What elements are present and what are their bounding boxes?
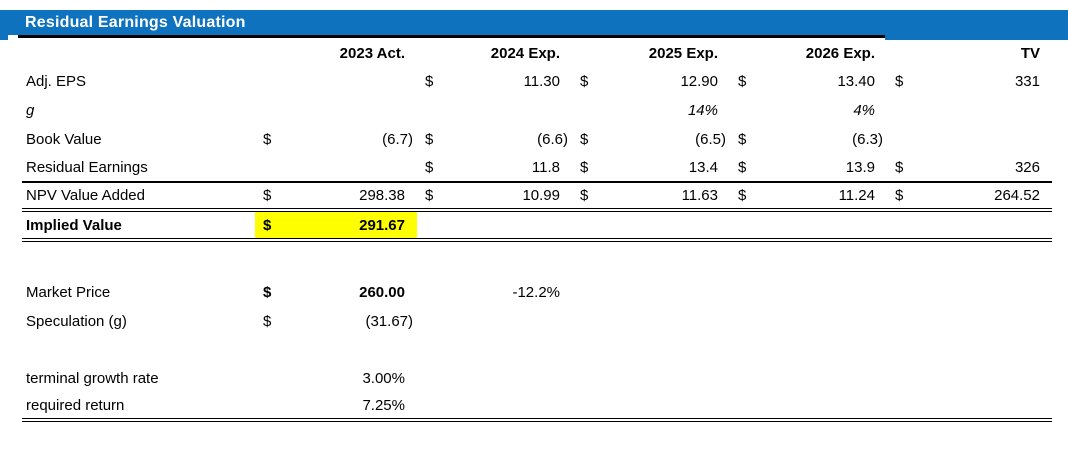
row-label-implied-value[interactable]: Implied Value <box>26 216 122 234</box>
cell-g-2024[interactable] <box>417 96 572 125</box>
cell-market-price-discount-pct[interactable]: -12.2% <box>512 284 560 301</box>
cell-speculation-2023[interactable]: $ (31.67) <box>263 313 413 330</box>
blank-row <box>22 336 1052 364</box>
cell-terminal-growth-2026[interactable] <box>730 364 887 393</box>
cell-speculation-tv[interactable] <box>887 307 1052 336</box>
cell-implied-value-2023-highlighted[interactable]: $291.67 <box>255 212 417 238</box>
cell-implied-value-tv[interactable] <box>887 212 1052 238</box>
cell-book-value-2024[interactable]: $ (6.6) <box>425 131 568 148</box>
table-row-adj-eps: Adj. EPS $11.30 $12.90 $13.40 $331 <box>22 67 1052 96</box>
cell-adj-eps-2026[interactable]: $13.40 <box>738 73 875 90</box>
cell-npv-2026[interactable]: $11.24 <box>738 187 875 204</box>
valuation-table: 2023 Act. 2024 Exp. 2025 Exp. 2026 Exp. … <box>22 40 1052 422</box>
row-label-residual-earnings[interactable]: Residual Earnings <box>26 159 148 176</box>
cell-required-return-tv[interactable] <box>887 393 1052 418</box>
residual-earnings-valuation-sheet: Residual Earnings Valuation 2023 Act. 20… <box>0 10 1068 422</box>
cell-book-value-tv[interactable] <box>887 125 1052 154</box>
cell-residual-earnings-2023[interactable] <box>255 154 417 181</box>
row-label-npv-value-added[interactable]: NPV Value Added <box>26 187 145 204</box>
cell-g-tv[interactable] <box>887 96 1052 125</box>
table-row-book-value: Book Value $ (6.7) $ (6.6) $ (6.5) $ (6.3) <box>22 125 1052 154</box>
title-cell[interactable]: Residual Earnings Valuation <box>0 10 1068 35</box>
cell-market-price-2023[interactable]: $260.00 <box>263 284 405 301</box>
cell-market-price-tv[interactable] <box>887 278 1052 307</box>
cell-residual-earnings-2024[interactable]: $11.8 <box>425 159 560 176</box>
cell-terminal-growth-rate-value[interactable]: 3.00% <box>362 370 405 387</box>
cell-residual-earnings-2025[interactable]: $13.4 <box>580 159 718 176</box>
table-row-speculation: Speculation (g) $ (31.67) <box>22 307 1052 336</box>
table-header-row: 2023 Act. 2024 Exp. 2025 Exp. 2026 Exp. … <box>22 40 1052 67</box>
cell-g-2025[interactable]: 14% <box>687 102 718 119</box>
cell-book-value-2023[interactable]: $ (6.7) <box>263 131 413 148</box>
cell-terminal-growth-2025[interactable] <box>572 364 730 393</box>
cell-speculation-2024[interactable] <box>417 307 572 336</box>
table-row-required-return: required return 7.25% <box>22 393 1052 422</box>
cell-adj-eps-tv[interactable]: $331 <box>895 73 1040 90</box>
header-2025[interactable]: 2025 Exp. <box>648 45 718 62</box>
row-label-book-value[interactable]: Book Value <box>26 131 102 148</box>
cell-required-return-2026[interactable] <box>730 393 887 418</box>
cell-g-2023[interactable] <box>255 96 417 125</box>
table-row-npv-value-added: NPV Value Added $298.38 $10.99 $11.63 $1… <box>22 183 1052 212</box>
cell-book-value-2026[interactable]: $ (6.3) <box>738 131 883 148</box>
table-row-residual-earnings: Residual Earnings $11.8 $13.4 $13.9 $326 <box>22 154 1052 183</box>
cell-market-price-2026[interactable] <box>730 278 887 307</box>
cell-adj-eps-2025[interactable]: $12.90 <box>580 73 718 90</box>
header-tv[interactable]: TV <box>1020 45 1040 62</box>
row-label-adj-eps[interactable]: Adj. EPS <box>26 73 87 90</box>
cell-speculation-2025[interactable] <box>572 307 730 336</box>
header-2026[interactable]: 2026 Exp. <box>805 45 875 62</box>
cell-book-value-2025[interactable]: $ (6.5) <box>580 131 726 148</box>
table-row-g: g 14% 4% <box>22 96 1052 125</box>
title-underline <box>18 35 885 38</box>
table-row-implied-value: Implied Value $291.67 <box>22 212 1052 242</box>
table-row-terminal-growth-rate: terminal growth rate 3.00% <box>22 364 1052 393</box>
cell-terminal-growth-2024[interactable] <box>417 364 572 393</box>
cell-implied-value-2024[interactable] <box>417 212 572 238</box>
header-2024[interactable]: 2024 Exp. <box>490 45 560 62</box>
cell-g-2026[interactable]: 4% <box>853 102 875 119</box>
cell-adj-eps-2023[interactable] <box>255 67 417 96</box>
cell-residual-earnings-tv[interactable]: $326 <box>895 159 1040 176</box>
blank-row <box>22 242 1052 278</box>
cell-npv-2024[interactable]: $10.99 <box>425 187 560 204</box>
cell-market-price-2025[interactable] <box>572 278 730 307</box>
cell-speculation-2026[interactable] <box>730 307 887 336</box>
row-label-market-price[interactable]: Market Price <box>26 284 111 301</box>
row-label-g[interactable]: g <box>26 102 35 119</box>
row-label-required-return[interactable]: required return <box>26 397 125 414</box>
sheet-title: Residual Earnings Valuation <box>25 13 246 31</box>
row-label-terminal-growth-rate[interactable]: terminal growth rate <box>26 370 159 387</box>
cell-required-return-value[interactable]: 7.25% <box>362 397 405 414</box>
cell-adj-eps-2024[interactable]: $11.30 <box>425 73 560 90</box>
cell-required-return-2025[interactable] <box>572 393 730 418</box>
cell-npv-2025[interactable]: $11.63 <box>580 187 718 204</box>
row-label-speculation[interactable]: Speculation (g) <box>26 313 127 330</box>
cell-terminal-growth-tv[interactable] <box>887 364 1052 393</box>
cell-implied-value-2026[interactable] <box>730 212 887 238</box>
cell-npv-2023[interactable]: $298.38 <box>263 187 405 204</box>
header-2023[interactable]: 2023 Act. <box>339 45 405 62</box>
table-row-market-price: Market Price $260.00 -12.2% <box>22 278 1052 307</box>
cell-npv-tv[interactable]: $264.52 <box>895 187 1040 204</box>
cell-implied-value-2025[interactable] <box>572 212 730 238</box>
cell-residual-earnings-2026[interactable]: $13.9 <box>738 159 875 176</box>
title-bar: Residual Earnings Valuation <box>0 10 1068 40</box>
cell-required-return-2024[interactable] <box>417 393 572 418</box>
